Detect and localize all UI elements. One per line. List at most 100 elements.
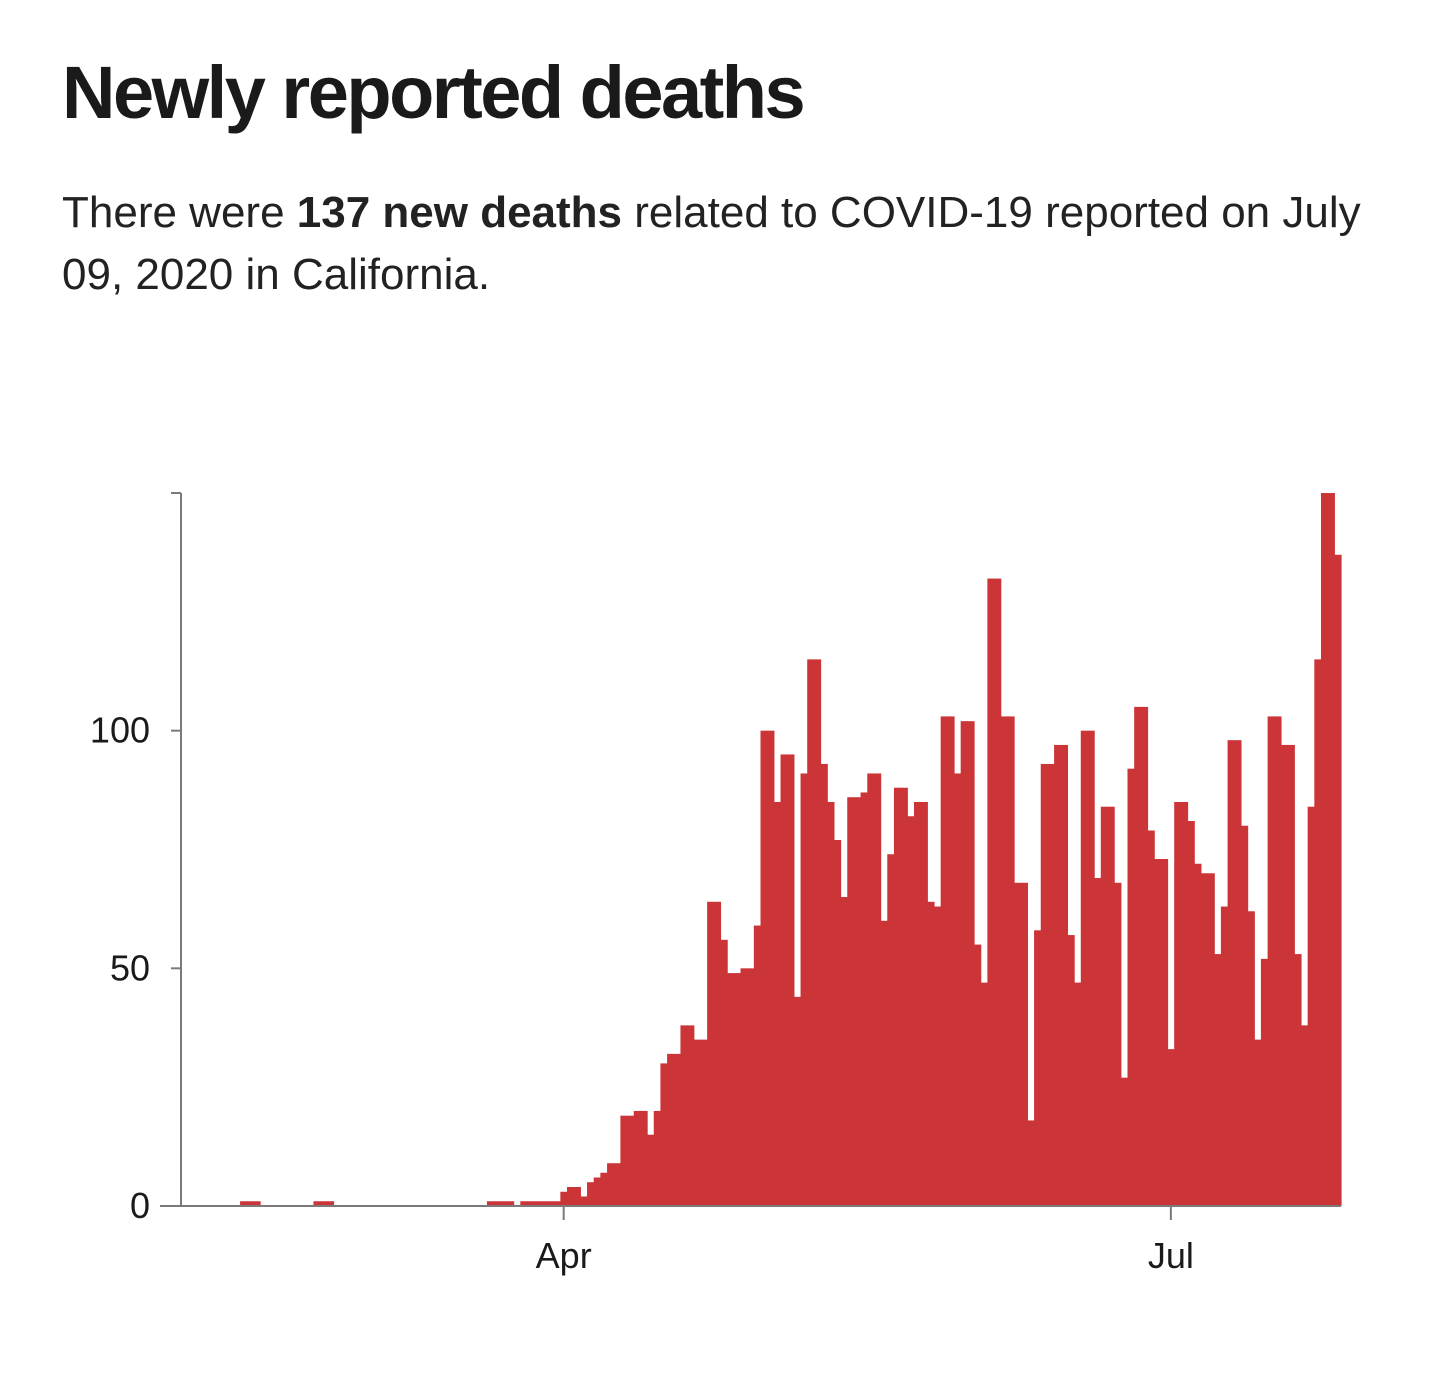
bar xyxy=(1300,1025,1309,1206)
bar xyxy=(1047,763,1055,1206)
bar xyxy=(960,721,968,1206)
bar xyxy=(793,996,802,1206)
bar xyxy=(933,906,942,1206)
bar xyxy=(1294,954,1302,1206)
bar xyxy=(1000,716,1008,1206)
bar xyxy=(940,716,948,1206)
bar xyxy=(613,1163,621,1206)
bar xyxy=(840,897,848,1206)
bar xyxy=(907,816,915,1206)
bar xyxy=(1074,982,1082,1206)
bar xyxy=(680,1025,688,1206)
bar xyxy=(1034,930,1042,1206)
bar xyxy=(1147,830,1155,1206)
bar xyxy=(320,1201,328,1206)
bar xyxy=(1080,730,1089,1206)
bar xyxy=(1180,801,1189,1206)
bar xyxy=(1327,493,1335,1206)
summary-text-before: There were xyxy=(62,188,297,237)
bar xyxy=(1234,740,1242,1206)
bar xyxy=(673,1053,682,1206)
bar xyxy=(647,1134,655,1206)
bar xyxy=(913,801,922,1206)
bar xyxy=(573,1186,581,1206)
bar xyxy=(733,973,742,1206)
bar xyxy=(500,1201,508,1206)
bar xyxy=(520,1201,528,1206)
bar xyxy=(240,1201,248,1206)
bar xyxy=(994,578,1002,1206)
bar xyxy=(506,1201,515,1206)
bar xyxy=(747,968,755,1206)
bar xyxy=(620,1115,628,1206)
bar xyxy=(827,801,835,1206)
bar xyxy=(1194,863,1202,1206)
x-tick-label: Jul xyxy=(1148,1235,1194,1276)
bar xyxy=(1274,716,1282,1206)
bar xyxy=(326,1201,335,1206)
bar xyxy=(1280,744,1289,1206)
bar xyxy=(1094,878,1102,1206)
bar xyxy=(486,1201,495,1206)
bar xyxy=(1214,954,1222,1206)
y-tick-label: 0 xyxy=(130,1185,150,1226)
bar xyxy=(1320,493,1329,1206)
bar xyxy=(627,1115,635,1206)
bar xyxy=(767,730,775,1206)
bar xyxy=(867,773,875,1206)
bar xyxy=(1307,806,1315,1206)
bar xyxy=(1207,873,1215,1206)
bar xyxy=(560,1191,568,1206)
bar xyxy=(1027,1120,1035,1206)
bar xyxy=(553,1201,561,1206)
bar xyxy=(1120,1077,1129,1206)
bar xyxy=(1167,1049,1175,1206)
bar xyxy=(1100,806,1109,1206)
bar xyxy=(727,973,735,1206)
bar xyxy=(1127,768,1135,1206)
bar xyxy=(1134,706,1142,1206)
summary-highlight: 137 new deaths xyxy=(296,188,623,237)
bar xyxy=(1227,740,1235,1206)
bar xyxy=(807,659,815,1206)
bar xyxy=(1054,744,1062,1206)
bar xyxy=(1160,859,1169,1206)
y-tick-label: 50 xyxy=(110,947,150,988)
bar xyxy=(640,1110,648,1206)
bar xyxy=(927,901,935,1206)
bar xyxy=(1314,659,1322,1206)
bar xyxy=(1220,906,1229,1206)
bar xyxy=(1087,730,1095,1206)
bar xyxy=(1114,882,1122,1206)
bar xyxy=(880,920,888,1206)
bar xyxy=(526,1201,535,1206)
bar xyxy=(1240,825,1249,1206)
summary-text-after: related to COVID-19 reported on July 09,… xyxy=(62,188,1361,299)
bar xyxy=(720,939,728,1206)
bar xyxy=(660,1063,668,1206)
bar xyxy=(800,773,808,1206)
bar xyxy=(920,801,928,1206)
bar xyxy=(780,754,788,1206)
bar xyxy=(693,1039,702,1206)
page-title: Newly reported deaths xyxy=(62,51,806,134)
bar xyxy=(980,982,988,1206)
bar xyxy=(607,1163,615,1206)
bar xyxy=(587,1182,595,1206)
bar xyxy=(1267,716,1275,1206)
bar xyxy=(740,968,748,1206)
bar xyxy=(1140,706,1149,1206)
bar xyxy=(1007,716,1015,1206)
bar xyxy=(893,787,902,1206)
bar xyxy=(540,1201,548,1206)
bar xyxy=(593,1177,601,1206)
bar xyxy=(687,1025,695,1206)
bar xyxy=(700,1039,708,1206)
bar xyxy=(873,773,882,1206)
bar xyxy=(546,1201,555,1206)
x-tick-label: Apr xyxy=(536,1235,592,1276)
bar xyxy=(860,792,868,1206)
bar xyxy=(667,1053,675,1206)
bar xyxy=(1334,554,1342,1206)
bar xyxy=(1107,806,1115,1206)
